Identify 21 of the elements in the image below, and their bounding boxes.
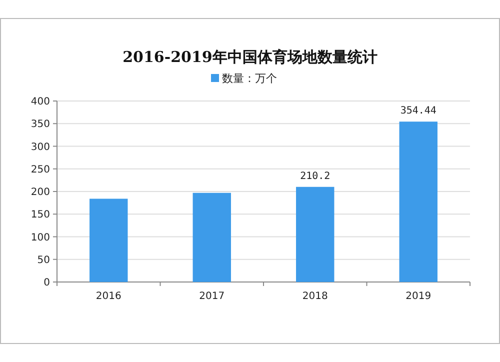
bar bbox=[399, 122, 438, 282]
y-tick-label: 250 bbox=[30, 164, 50, 176]
bar bbox=[296, 186, 334, 282]
y-tick-label: 50 bbox=[37, 254, 50, 266]
y-tick-label: 100 bbox=[30, 232, 50, 244]
x-tick-label: 2016 bbox=[96, 291, 122, 302]
legend-label: 数量：万个 bbox=[222, 72, 277, 85]
y-tick-label: 0 bbox=[44, 278, 50, 288]
y-tick-label: 300 bbox=[30, 142, 50, 153]
bar bbox=[90, 198, 128, 282]
y-tick-label: 400 bbox=[30, 96, 50, 108]
bar bbox=[192, 192, 231, 282]
data-label: 210.2 bbox=[300, 170, 330, 182]
x-tick-label: 2019 bbox=[406, 291, 432, 302]
y-tick-label: 200 bbox=[30, 187, 50, 198]
y-tick-label: 350 bbox=[30, 119, 50, 130]
y-tick-label: 150 bbox=[30, 210, 50, 221]
x-tick-label: 2017 bbox=[199, 291, 225, 302]
chart-title: 2016-2019年中国体育场地数量统计 bbox=[122, 48, 378, 66]
x-tick-label: 2018 bbox=[302, 291, 328, 302]
data-label: 354.44 bbox=[400, 106, 436, 117]
